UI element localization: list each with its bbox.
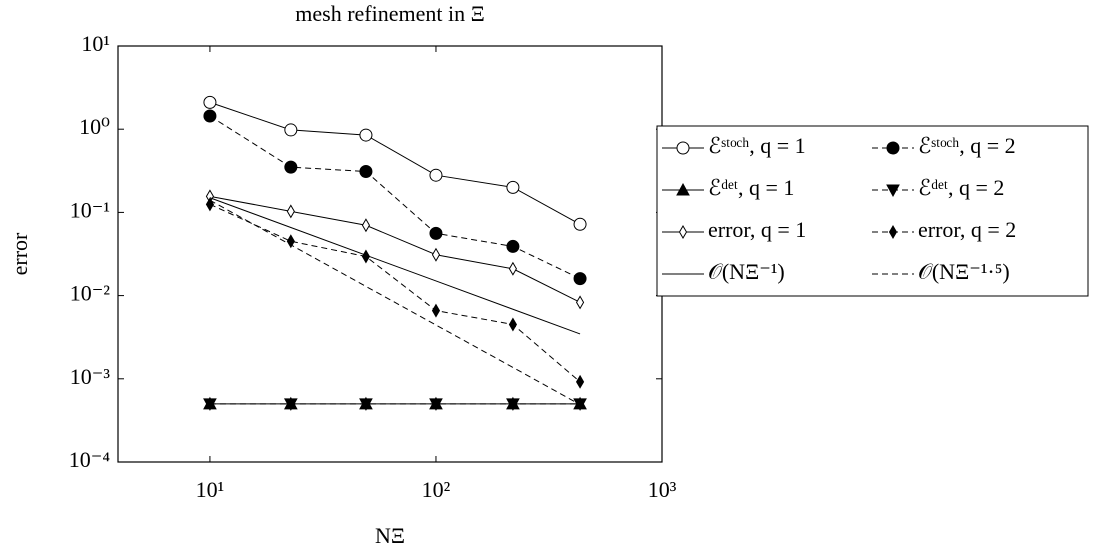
series-line <box>209 203 581 383</box>
legend-label: ℰˢᵗᵒᶜʰ, q = 1 <box>708 133 806 158</box>
series-line <box>209 195 581 303</box>
marker <box>508 261 517 276</box>
marker <box>676 182 690 196</box>
marker <box>573 217 587 231</box>
marker <box>283 398 298 411</box>
y-tick-label: 10⁻² <box>70 281 111 306</box>
y-tick-label: 10¹ <box>81 31 110 56</box>
legend-label: ℰᵈᵉᵗ, q = 2 <box>918 175 1004 200</box>
marker <box>361 218 371 233</box>
series-line <box>209 101 581 225</box>
y-tick-label: 10⁻³ <box>70 364 111 389</box>
marker <box>573 272 587 286</box>
legend-label: 𝒪(NΞ⁻¹) <box>708 259 785 284</box>
marker <box>678 225 688 239</box>
marker <box>431 303 441 318</box>
y-tick-label: 10⁰ <box>79 114 110 139</box>
x-tick-label: 10¹ <box>196 477 225 502</box>
y-axis-label: error <box>7 232 32 275</box>
marker <box>431 247 441 262</box>
marker <box>506 180 520 194</box>
marker <box>284 160 298 174</box>
series-line <box>209 115 581 280</box>
marker <box>676 141 690 155</box>
legend-label: ℰˢᵗᵒᶜʰ, q = 2 <box>918 133 1016 158</box>
legend-label: ℰᵈᵉᵗ, q = 1 <box>708 175 794 200</box>
marker <box>359 398 373 411</box>
x-axis-label: NΞ <box>375 523 405 548</box>
marker <box>205 197 215 212</box>
marker <box>286 204 295 219</box>
y-tick-label: 10⁻⁴ <box>69 447 111 472</box>
marker <box>575 295 585 310</box>
marker <box>429 168 443 182</box>
legend-label: 𝒪(NΞ⁻¹·⁵) <box>918 259 1010 284</box>
legend-label: error, q = 2 <box>918 217 1016 242</box>
marker <box>429 398 443 411</box>
marker <box>508 317 517 332</box>
marker <box>506 239 520 253</box>
marker <box>429 226 443 240</box>
marker <box>203 398 217 411</box>
x-tick-label: 10³ <box>648 477 677 502</box>
marker <box>886 141 900 155</box>
legend-label: error, q = 1 <box>708 217 806 242</box>
chart-title: mesh refinement in Ξ <box>295 1 484 26</box>
marker <box>886 184 900 198</box>
marker <box>359 128 373 142</box>
marker <box>203 109 217 123</box>
series-line <box>209 199 581 406</box>
marker <box>888 225 898 239</box>
marker <box>203 95 217 109</box>
series-line <box>209 197 581 335</box>
marker <box>359 165 373 179</box>
marker <box>284 123 298 137</box>
legend-box <box>656 125 1089 297</box>
marker <box>506 398 520 411</box>
y-tick-label: 10⁻¹ <box>70 197 110 222</box>
x-tick-label: 10² <box>422 477 451 502</box>
marker <box>575 374 585 389</box>
